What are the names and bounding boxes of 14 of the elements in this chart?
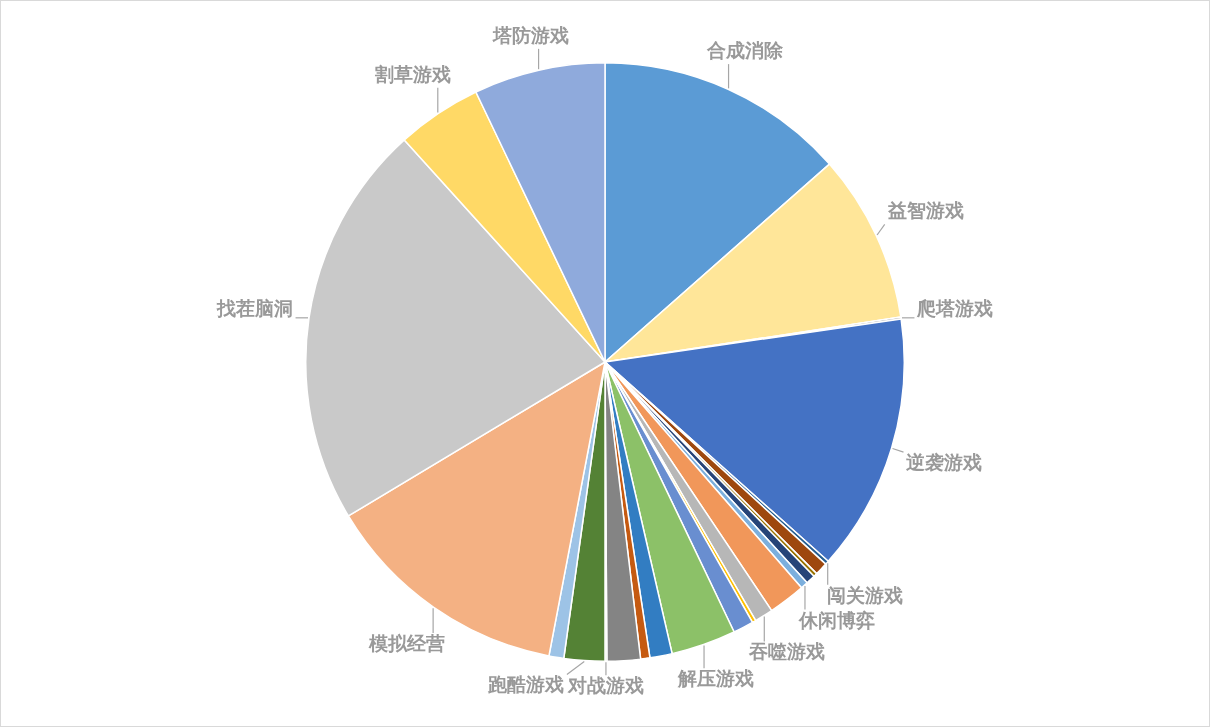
slice-label: 益智游戏: [886, 199, 964, 222]
slice-label: 解压游戏: [677, 667, 755, 690]
slice-label: 塔防游戏: [492, 23, 570, 46]
slice-label: 合成消除: [705, 39, 784, 62]
slice-label: 爬塔游戏: [916, 296, 994, 319]
slice-label: 对战游戏: [567, 674, 645, 697]
slice-label: 割草游戏: [374, 62, 452, 85]
slice-label: 跑酷游戏: [486, 673, 564, 696]
slice-label: 模拟经营: [368, 631, 446, 654]
slice-label: 闯关游戏: [826, 583, 903, 606]
slice-label: 吞噬游戏: [748, 640, 826, 663]
slice-label: 找茬脑洞: [215, 296, 293, 319]
slice-label: 休闲博弈: [797, 608, 875, 631]
slice-label: 逆袭游戏: [905, 451, 983, 474]
